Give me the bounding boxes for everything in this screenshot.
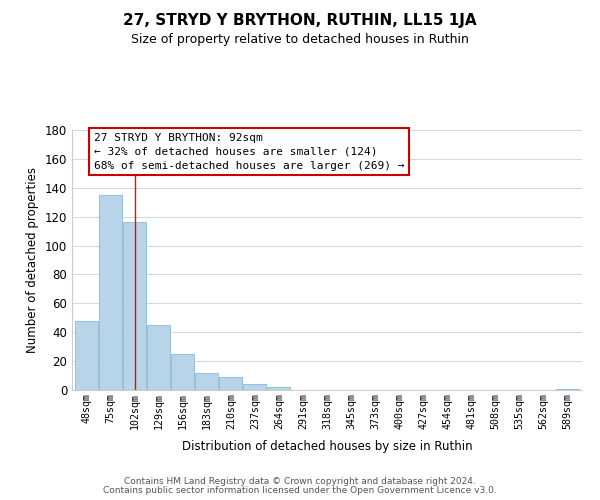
Y-axis label: Number of detached properties: Number of detached properties	[26, 167, 39, 353]
Bar	[99, 195, 122, 390]
Bar	[244, 384, 266, 390]
Bar	[147, 325, 170, 390]
Bar	[171, 354, 194, 390]
Bar	[75, 320, 98, 390]
Bar	[220, 377, 242, 390]
Text: 27 STRYD Y BRYTHON: 92sqm
← 32% of detached houses are smaller (124)
68% of semi: 27 STRYD Y BRYTHON: 92sqm ← 32% of detac…	[94, 133, 404, 171]
Bar	[123, 222, 146, 390]
X-axis label: Distribution of detached houses by size in Ruthin: Distribution of detached houses by size …	[182, 440, 472, 453]
Bar	[556, 388, 579, 390]
Text: 27, STRYD Y BRYTHON, RUTHIN, LL15 1JA: 27, STRYD Y BRYTHON, RUTHIN, LL15 1JA	[123, 12, 477, 28]
Text: Size of property relative to detached houses in Ruthin: Size of property relative to detached ho…	[131, 32, 469, 46]
Text: Contains public sector information licensed under the Open Government Licence v3: Contains public sector information licen…	[103, 486, 497, 495]
Bar	[195, 372, 218, 390]
Bar	[268, 387, 290, 390]
Text: Contains HM Land Registry data © Crown copyright and database right 2024.: Contains HM Land Registry data © Crown c…	[124, 477, 476, 486]
